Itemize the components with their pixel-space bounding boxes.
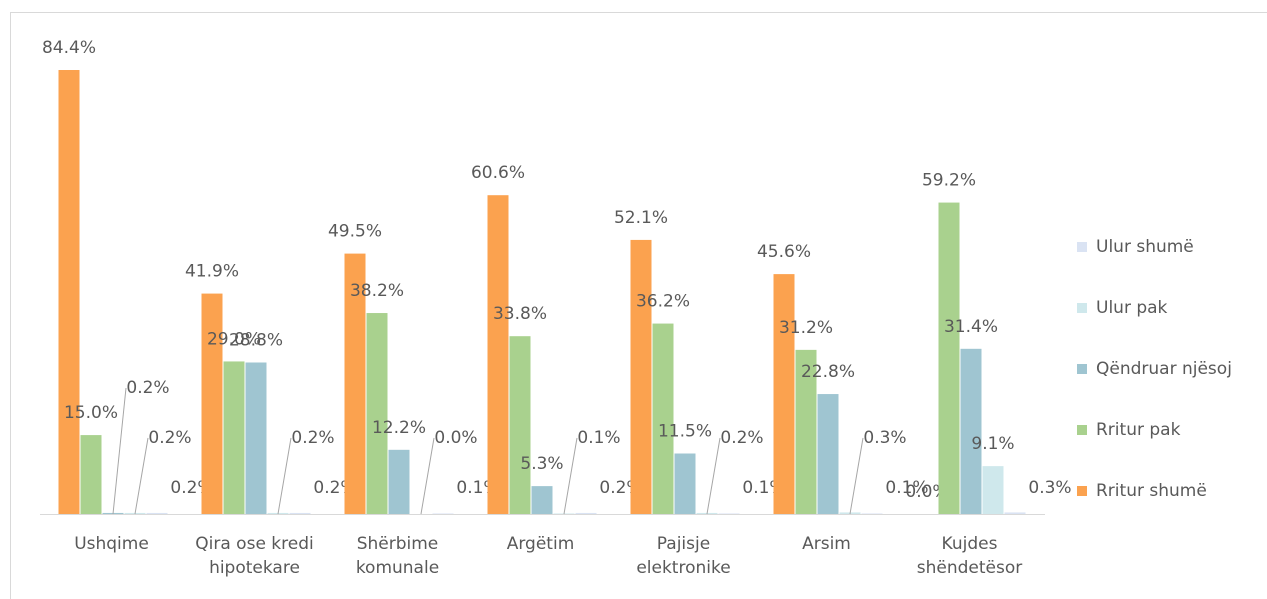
- x-tick-label: Ushqime: [74, 534, 149, 554]
- bar: [432, 513, 454, 514]
- leader-line: [134, 437, 149, 515]
- bar: [201, 293, 223, 514]
- data-label: 38.2%: [350, 281, 404, 301]
- data-label: 0.3%: [863, 428, 906, 448]
- bar: [773, 274, 795, 514]
- bar: [861, 513, 883, 514]
- bar: [509, 336, 531, 514]
- bar: [575, 512, 597, 514]
- bar: [817, 394, 839, 514]
- data-label: 0.1%: [577, 428, 620, 448]
- data-label: 0.2%: [148, 428, 191, 448]
- bar: [674, 453, 696, 514]
- x-tick-label: Arsim: [802, 534, 851, 554]
- bar: [652, 323, 674, 514]
- data-label: 0.0%: [434, 428, 477, 448]
- data-label: 60.6%: [471, 163, 525, 183]
- x-tick-label: Shërbime komunale: [355, 534, 440, 578]
- x-tick-label: Kujdes shëndetësor: [916, 534, 1023, 578]
- bar: [630, 239, 652, 514]
- bar: [366, 313, 388, 514]
- leader-line: [112, 387, 127, 515]
- bar: [960, 348, 982, 514]
- bar: [487, 195, 509, 514]
- bar: [223, 361, 245, 514]
- bar: [245, 362, 267, 514]
- bar: [795, 349, 817, 514]
- data-label: 31.2%: [779, 318, 833, 338]
- x-tick-label: Pajisje elektronike: [636, 534, 731, 578]
- data-label: 59.2%: [922, 171, 976, 191]
- bar: [344, 253, 366, 514]
- data-label: 5.3%: [520, 454, 563, 474]
- data-label: 0.2%: [720, 428, 763, 448]
- data-label: 22.8%: [801, 362, 855, 382]
- bar: [58, 70, 80, 514]
- legend-swatch: [1077, 303, 1087, 313]
- bar: [718, 513, 740, 514]
- legend-swatch: [1077, 242, 1087, 252]
- leader-line: [420, 437, 435, 515]
- legend-swatch: [1077, 486, 1087, 496]
- bar: [80, 435, 102, 514]
- bar: [938, 202, 960, 514]
- bar: [1004, 512, 1026, 514]
- legend-label: Rritur shumë: [1096, 481, 1207, 501]
- bar: [982, 466, 1004, 514]
- leader-line: [277, 437, 292, 515]
- data-label: 84.4%: [42, 38, 96, 58]
- data-label: 11.5%: [658, 422, 712, 442]
- data-label: 49.5%: [328, 222, 382, 242]
- data-label: 29.0%: [207, 329, 261, 349]
- data-label: 0.3%: [1028, 478, 1071, 498]
- leader-line: [706, 437, 721, 515]
- leader-line: [563, 437, 578, 515]
- data-label: 31.4%: [944, 317, 998, 337]
- legend-label: Ulur pak: [1096, 298, 1168, 318]
- leader-line: [849, 437, 864, 515]
- legend-label: Ulur shumë: [1096, 237, 1194, 257]
- bar: [388, 449, 410, 514]
- x-tick-label: Qira ose kredi hipotekare: [195, 534, 314, 578]
- data-label: 52.1%: [614, 208, 668, 228]
- bar: [289, 512, 311, 514]
- data-label: 0.0%: [905, 482, 948, 502]
- legend-swatch: [1077, 425, 1087, 435]
- data-label: 36.2%: [636, 292, 690, 312]
- legend-swatch: [1077, 364, 1087, 374]
- data-label: 0.2%: [126, 378, 169, 398]
- legend-label: Rritur pak: [1096, 420, 1181, 440]
- bar: [146, 512, 168, 514]
- data-label: 9.1%: [971, 434, 1014, 454]
- data-label: 0.2%: [291, 428, 334, 448]
- legend-label: Qëndruar njësoj: [1096, 359, 1232, 379]
- data-label: 28.8%: [229, 330, 283, 350]
- data-label: 45.6%: [757, 242, 811, 262]
- chart-frame: [10, 12, 1267, 599]
- bar: [531, 486, 553, 514]
- x-tick-label: Argëtim: [506, 534, 575, 554]
- data-label: 12.2%: [372, 418, 426, 438]
- data-label: 15.0%: [64, 403, 118, 423]
- data-label: 33.8%: [493, 304, 547, 324]
- data-label: 41.9%: [185, 262, 239, 282]
- data-label: 0.1%: [885, 478, 928, 498]
